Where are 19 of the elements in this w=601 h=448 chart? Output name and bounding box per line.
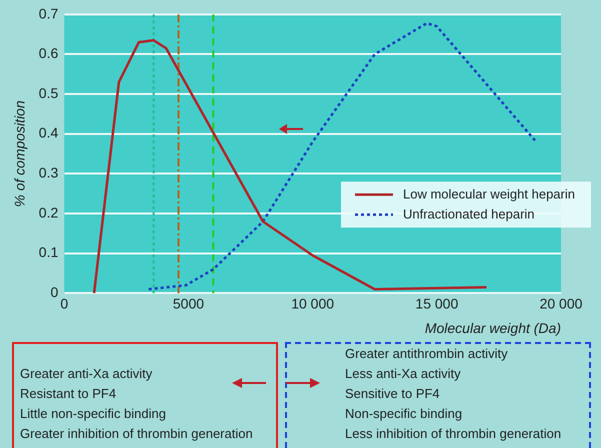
x-tick-label: 15 000 <box>415 295 458 312</box>
y-tick-label: 0.6 <box>38 45 58 62</box>
y-tick-label: 0.3 <box>38 164 58 181</box>
y-tick-label: 0.7 <box>38 5 58 22</box>
x-tick-label: 5000 <box>172 295 204 312</box>
text: Greater anti-Xa activity Resistant to PF4 Little non-specific binding Greater inhibition of thrombin generation <box>20 365 253 443</box>
y-tick-label: 0 <box>50 284 58 300</box>
x-tick-label: 20 000 <box>540 295 583 312</box>
x-tick-label: 10 000 <box>291 295 334 312</box>
x-axis-title: Molecular weight (Da) <box>424 320 561 336</box>
y-tick-label: 0.5 <box>38 84 58 101</box>
y-axis-title: % of composition <box>11 100 28 208</box>
legend-label: Low molecular weight heparin <box>403 186 575 202</box>
y-tick-label: 0.4 <box>38 124 58 141</box>
x-tick-label: 0 <box>60 295 68 312</box>
y-tick-label: 0.2 <box>38 204 58 220</box>
text: Greater antithrombin activity Less anti-Xa activity Sensitive to PF4 Non-specific binding Less inhibition of thrombin generation <box>345 346 562 441</box>
legend-label: Unfractionated heparin <box>403 206 535 222</box>
y-tick-label: 0.1 <box>38 244 58 260</box>
